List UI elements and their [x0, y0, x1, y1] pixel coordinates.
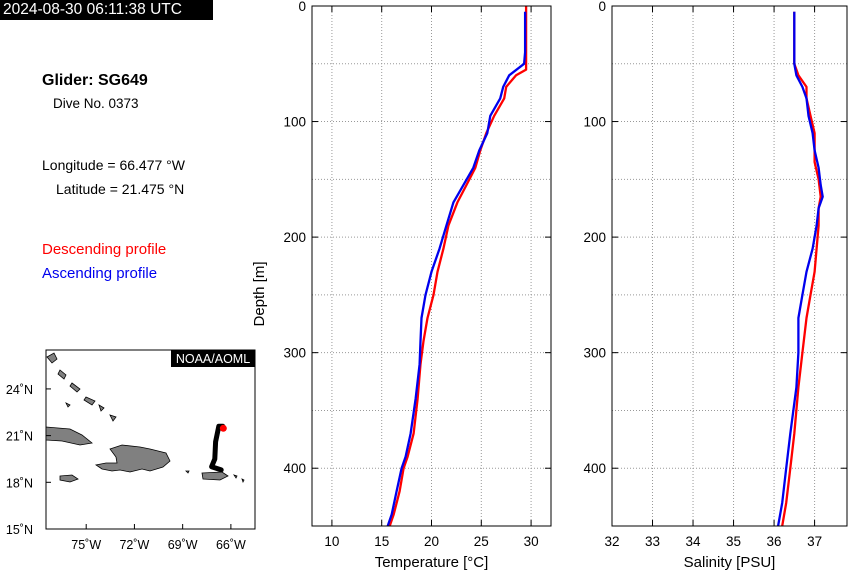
series-line-ascending	[386, 11, 527, 527]
legend-descending: Descending profile	[42, 241, 167, 258]
timestamp-banner: 2024-08-30 06:11:38 UTC	[0, 0, 213, 20]
map-lat-label: 21˚N	[6, 430, 33, 444]
latitude-readout: Latitude = 21.475 °N	[56, 181, 185, 197]
map-badge-bg	[171, 350, 255, 367]
map-axes: 75˚W 72˚W 69˚W 66˚W 24˚N 21˚N 18˚N 15˚N	[6, 383, 246, 552]
x-tick-label: 37	[807, 534, 822, 549]
x-tick-label: 36	[767, 534, 782, 549]
x-axis-title: Temperature [°C]	[375, 554, 489, 571]
x-tick-label: 15	[374, 534, 389, 549]
x-tick-label: 25	[474, 534, 489, 549]
map-lon-label: 72˚W	[119, 538, 149, 552]
map-land	[46, 352, 245, 484]
y-axis-title: Depth [m]	[251, 261, 268, 326]
x-tick-label: 20	[424, 534, 439, 549]
x-tick-label: 30	[524, 534, 539, 549]
salinity-chart: 0 100 200 300 400 32 33 34 35 36 37 Salinity [PSU]	[583, 0, 848, 571]
y-tick-label: 400	[283, 461, 306, 476]
map-lon-label: 75˚W	[71, 538, 101, 552]
plot-frame	[611, 5, 848, 527]
y-tick-label: 400	[583, 461, 606, 476]
y-tick-label: 100	[583, 115, 606, 130]
map-lat-label: 24˚N	[6, 383, 33, 397]
y-tick-label: 0	[298, 0, 306, 14]
map-lat-label: 15˚N	[6, 523, 33, 537]
map-badge: NOAA/AOML	[176, 352, 250, 366]
y-tick-label: 300	[583, 346, 606, 361]
dive-number: Dive No. 0373	[53, 96, 139, 111]
longitude-readout: Longitude = 66.477 °W	[42, 157, 185, 173]
y-tick-label: 100	[283, 115, 306, 130]
temperature-chart: 0 100 200 300 400 10 15 20 25 30 Temperature [°C] D…	[251, 0, 552, 571]
y-tick-label: 300	[283, 346, 306, 361]
x-tick-label: 33	[645, 534, 660, 549]
y-tick-label: 0	[598, 0, 606, 14]
glider-track-layer	[209, 423, 227, 473]
location-map: 75˚W 72˚W 69˚W 66˚W 24˚N 21˚N 18˚N 15˚N NOAA/AO…	[6, 349, 256, 552]
y-tick-label: 200	[583, 230, 606, 245]
x-axis-title: Salinity [PSU]	[684, 554, 776, 571]
map-lat-label: 18˚N	[6, 476, 33, 490]
glider-position-marker	[219, 424, 227, 432]
map-lon-label: 69˚W	[168, 538, 198, 552]
series-line-ascending	[776, 11, 824, 527]
series-line-descending	[388, 6, 528, 527]
x-tick-label: 34	[686, 534, 702, 549]
glider-track	[209, 423, 226, 473]
legend-ascending: Ascending profile	[42, 265, 158, 282]
x-tick-label: 35	[726, 534, 741, 549]
x-tick-label: 10	[324, 534, 339, 549]
y-tick-label: 200	[283, 230, 306, 245]
glider-name: Glider: SG649	[42, 72, 148, 89]
x-tick-label: 32	[604, 534, 619, 549]
map-lon-label: 66˚W	[216, 538, 246, 552]
